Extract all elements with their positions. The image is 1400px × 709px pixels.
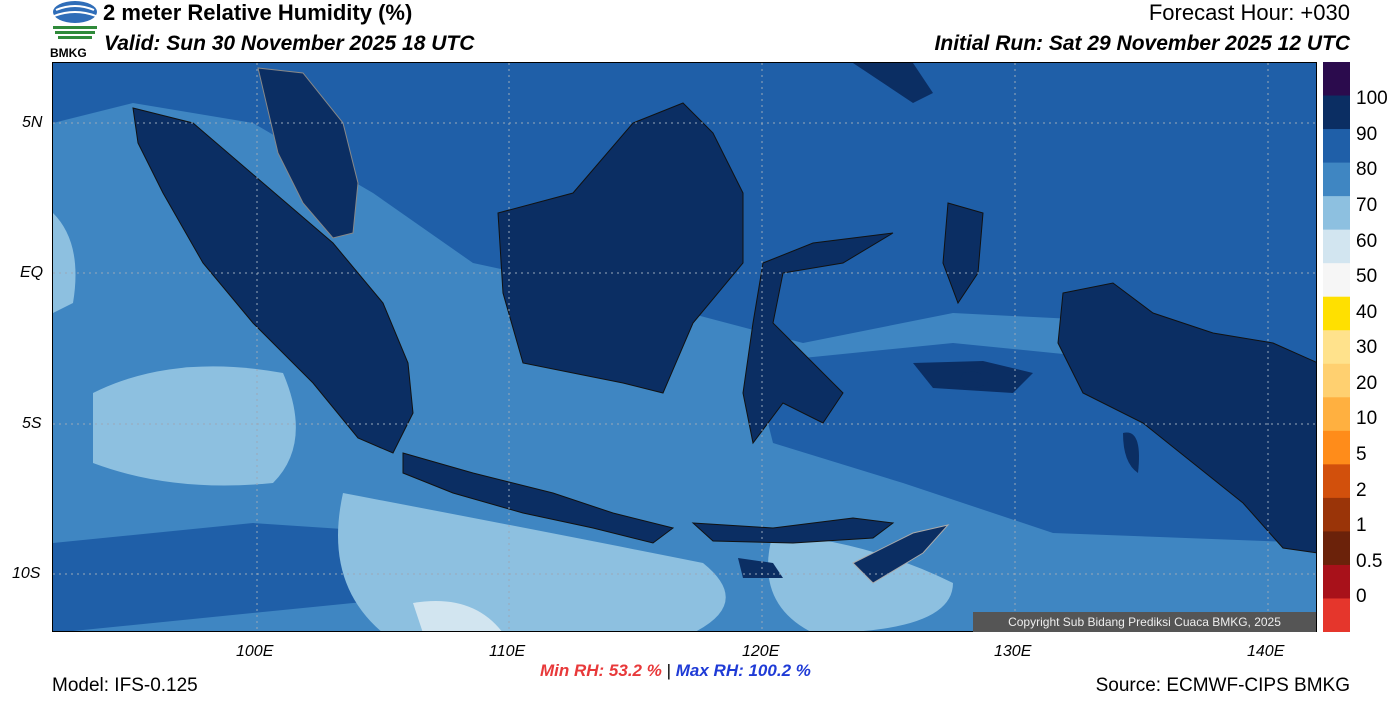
colorbar-swatch [1323,196,1350,231]
source-label: Source: ECMWF-CIPS BMKG [1095,675,1350,696]
lon-label-100e: 100E [236,643,274,660]
logo-text: BMKG [50,46,87,60]
lon-label-120e: 120E [742,643,780,660]
colorbar-label-40: 40 [1356,302,1378,323]
colorbar-label-5: 5 [1356,444,1367,465]
colorbar-label-1: 1 [1356,515,1367,536]
colorbar-swatch [1323,229,1350,264]
colorbar-swatch [1323,397,1350,432]
colorbar-swatch [1323,464,1350,499]
lat-label-10s: 10S [12,565,41,582]
colorbar-swatch [1323,330,1350,365]
lat-label-5n: 5N [22,114,43,131]
min-max-rh: Min RH: 53.2 % | Max RH: 100.2 % [540,661,811,681]
valid-time: Valid: Sun 30 November 2025 18 UTC [104,32,475,55]
max-rh: Max RH: 100.2 % [675,661,811,680]
colorbar-swatches [1323,62,1350,633]
colorbar-label-20: 20 [1356,373,1378,394]
colorbar-swatch [1323,263,1350,298]
colorbar-label-50: 50 [1356,266,1378,287]
min-max-separator: | [666,661,672,680]
colorbar-swatch [1323,564,1350,599]
colorbar-label-80: 80 [1356,159,1378,180]
colorbar-label-0: 0 [1356,586,1367,607]
map-canvas [53,63,1316,631]
lon-label-140e: 140E [1247,643,1285,660]
colorbar-swatch [1323,531,1350,566]
colorbar-label-90: 90 [1356,124,1378,145]
colorbar-label-30: 30 [1356,337,1378,358]
colorbar [1323,62,1350,633]
colorbar-label-10: 10 [1356,408,1378,429]
colorbar-swatch [1323,162,1350,197]
colorbar-swatch [1323,95,1350,130]
colorbar-swatch [1323,363,1350,398]
copyright-notice: Copyright Sub Bidang Prediksi Cuaca BMKG… [973,612,1316,632]
humidity-map [52,62,1317,632]
colorbar-swatch [1323,129,1350,164]
bmkg-logo [50,0,100,62]
bmkg-logo-icon [53,1,97,39]
colorbar-swatch [1323,296,1350,331]
colorbar-label-60: 60 [1356,231,1378,252]
lon-label-110e: 110E [489,643,526,660]
colorbar-label-100: 100 [1356,88,1388,109]
colorbar-swatch [1323,497,1350,532]
min-rh: Min RH: 53.2 % [540,661,662,680]
colorbar-swatch [1323,62,1350,97]
colorbar-swatch [1323,598,1350,633]
map-title: 2 meter Relative Humidity (%) [103,0,413,25]
lat-label-5s: 5S [22,415,42,432]
lon-label-130e: 130E [994,643,1032,660]
forecast-hour: Forecast Hour: +030 [1148,0,1350,25]
colorbar-swatch [1323,430,1350,465]
colorbar-label-0-5: 0.5 [1356,551,1383,572]
initial-run: Initial Run: Sat 29 November 2025 12 UTC [934,32,1350,55]
colorbar-label-70: 70 [1356,195,1378,216]
lat-label-eq: EQ [20,264,44,281]
model-label: Model: IFS-0.125 [52,675,198,696]
colorbar-label-2: 2 [1356,480,1367,501]
